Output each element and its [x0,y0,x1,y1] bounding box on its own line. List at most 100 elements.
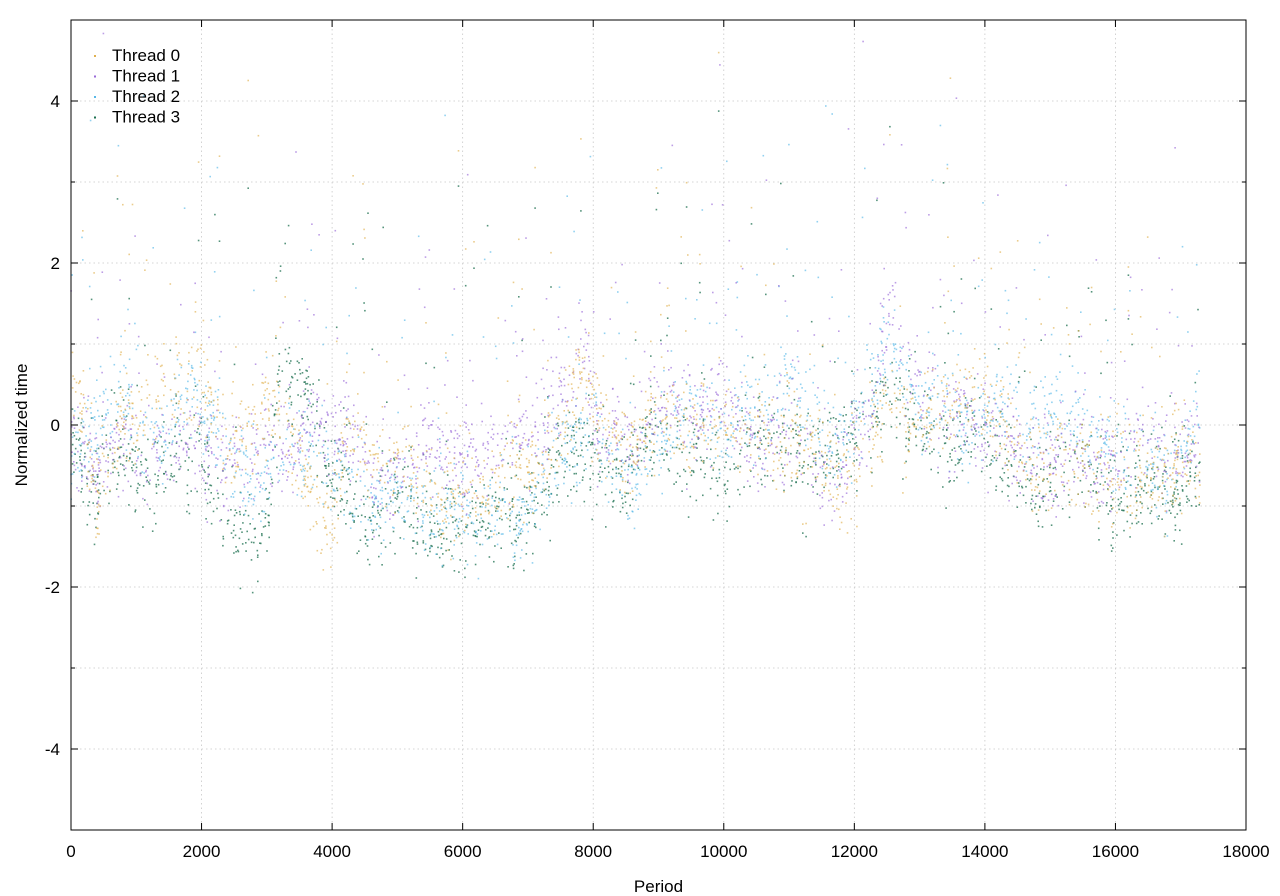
data-point [491,495,494,497]
data-point [580,441,582,444]
data-point [1193,435,1196,438]
data-point [726,365,728,368]
data-point [410,524,412,526]
data-point [820,454,823,457]
data-point [1071,365,1074,367]
data-point [557,404,559,407]
data-point [1195,402,1198,405]
data-point [339,500,342,502]
data-point [1182,475,1184,478]
data-point [823,389,826,392]
data-point [1188,452,1191,455]
data-point [912,388,915,391]
data-point [1026,435,1028,437]
data-point [691,406,694,408]
data-point [958,393,960,396]
data-point [1100,435,1102,437]
data-point [687,434,689,437]
data-point [1088,464,1091,466]
data-point [470,438,472,440]
data-point [1181,471,1184,474]
data-point [88,470,90,473]
data-point [439,441,441,443]
data-point [945,507,947,509]
data-point [397,492,400,494]
data-point [757,397,760,399]
data-point [511,305,513,307]
data-point [653,366,656,368]
data-point [124,474,126,477]
data-point [432,533,434,535]
data-point [612,506,614,508]
data-point [228,448,231,450]
data-point [1035,386,1037,388]
data-point [1185,450,1188,453]
data-point [509,422,511,424]
data-point [1183,440,1185,442]
data-point [1084,450,1087,453]
data-point [110,403,112,405]
data-point [1180,452,1183,454]
data-point [728,379,730,381]
data-point [301,470,303,473]
data-point [703,432,705,434]
data-point [546,369,548,371]
data-point [305,377,308,380]
data-point [745,433,748,435]
data-point [299,450,301,453]
data-point [297,394,299,396]
data-point [988,444,991,446]
data-point [457,503,460,506]
data-point [166,478,169,480]
data-point [716,494,719,497]
data-point [99,395,101,397]
data-point [1133,441,1135,443]
data-point [614,423,616,425]
data-point [1115,452,1118,454]
data-point [308,431,311,434]
data-point [984,356,986,359]
data-point [303,393,306,396]
data-point [415,487,418,489]
data-point [649,423,652,425]
data-point [79,453,82,455]
data-point [582,476,584,479]
data-point [521,549,523,551]
data-point [1000,410,1002,413]
data-point [235,426,237,428]
data-point [95,400,97,403]
data-point [381,564,383,566]
data-point [1186,449,1189,452]
data-point [643,350,646,353]
data-point [863,402,865,405]
data-point [1142,434,1145,437]
data-point [590,441,593,444]
data-point [744,419,747,421]
data-point [1189,435,1192,437]
data-point [1104,434,1107,437]
data-point [1017,380,1020,383]
data-point [349,511,351,514]
data-point [342,475,344,478]
data-point [535,487,537,490]
data-point [1151,451,1153,453]
data-point [589,370,592,372]
data-point [1019,492,1021,494]
data-point [169,349,172,352]
data-point [260,520,262,523]
data-point [1021,485,1023,488]
data-point [73,416,75,418]
data-points [70,32,1201,594]
data-point [896,369,898,372]
data-point [98,456,100,458]
data-point [105,434,108,436]
data-point [310,389,313,391]
data-point [119,455,121,458]
data-point [354,507,357,510]
data-point [556,427,558,430]
data-point [871,373,873,375]
data-point [1146,469,1149,472]
data-point [1026,478,1029,480]
data-point [204,439,206,442]
data-point [344,396,346,398]
